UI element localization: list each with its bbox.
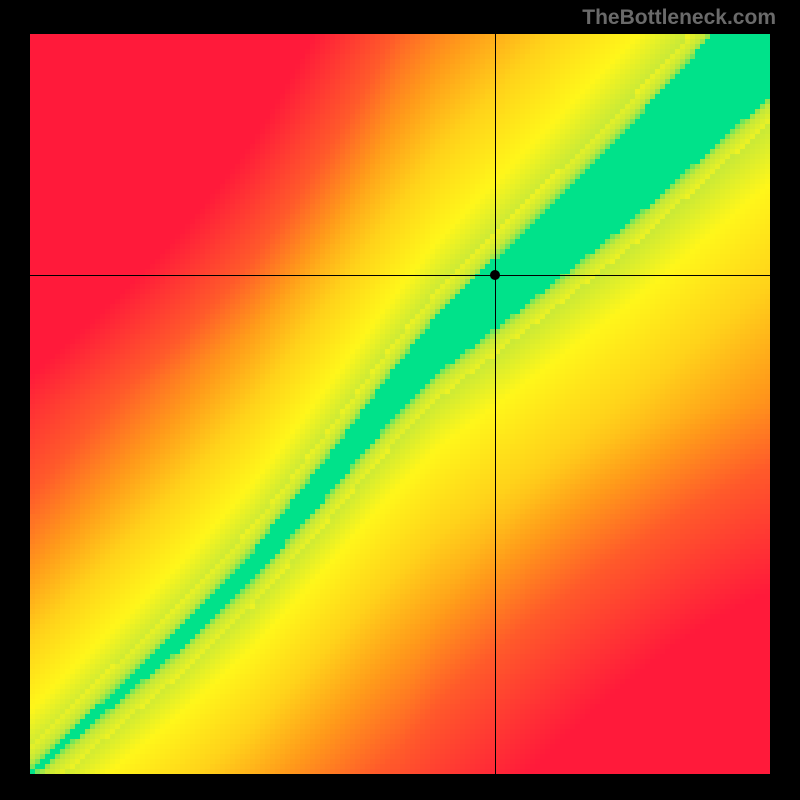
watermark-text: TheBottleneck.com	[582, 6, 776, 30]
crosshair-vertical	[495, 34, 496, 774]
crosshair-dot	[490, 270, 500, 280]
heatmap-plot	[30, 34, 770, 774]
crosshair-horizontal	[30, 275, 770, 276]
heatmap-canvas	[30, 34, 770, 774]
